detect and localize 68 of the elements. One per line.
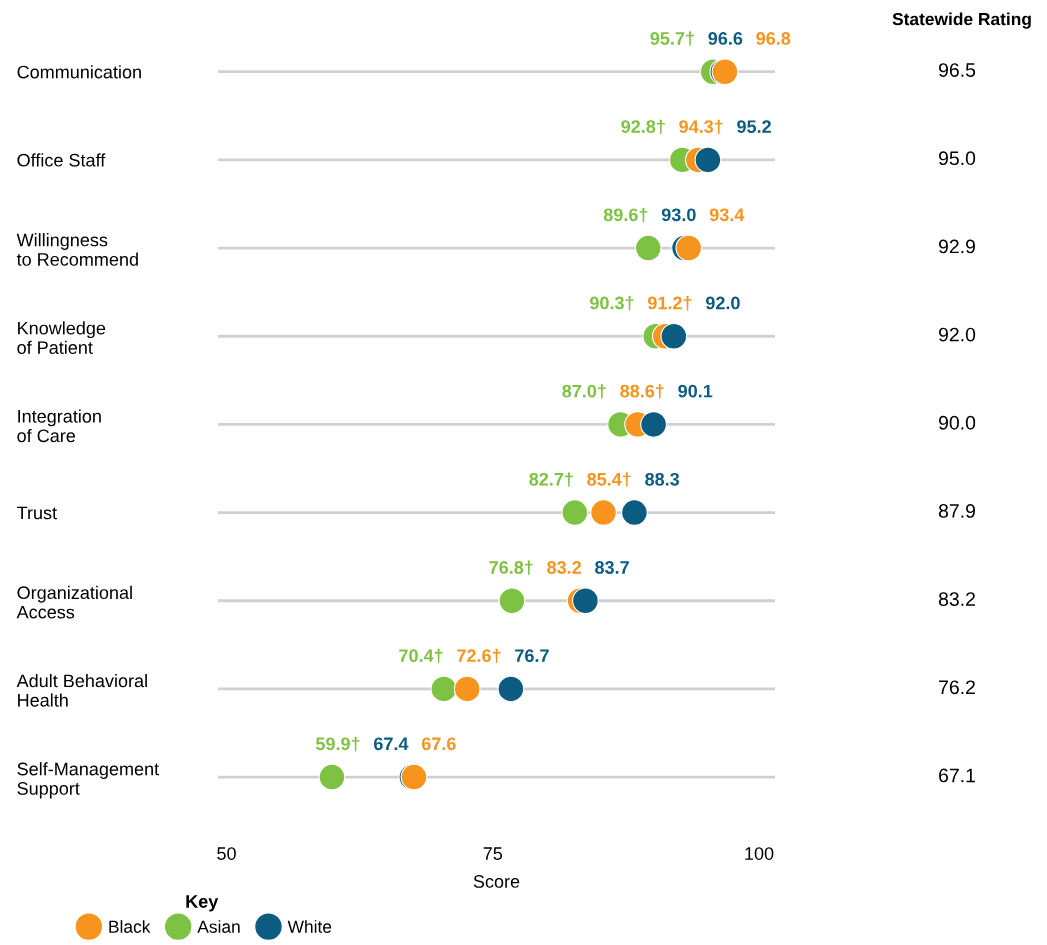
- data-label: 85.4†: [587, 472, 631, 487]
- data-label: 95.2: [737, 120, 771, 133]
- x-tick-label: 50: [217, 847, 236, 860]
- text: 92.9: [938, 239, 975, 254]
- y-tick-label: Integration of Care: [17, 409, 101, 443]
- legend-label: Black: [109, 920, 151, 933]
- data-label: 70.4†: [399, 648, 443, 664]
- data-label: 83.7: [595, 561, 629, 574]
- data-label: 95.7†: [650, 31, 694, 46]
- point: [318, 763, 346, 791]
- data-label: 96.8: [756, 32, 791, 45]
- data-label: 93.4: [709, 208, 745, 222]
- data-label: 59.9†: [315, 736, 360, 752]
- data-label: 94.3†: [679, 119, 723, 135]
- text: Statewide Rating: [892, 12, 1031, 29]
- data-label: 67.4: [374, 737, 409, 751]
- y-tick-label: Office Staff: [17, 153, 106, 167]
- point: [694, 146, 722, 174]
- data-label: 88.3: [645, 472, 680, 486]
- data-label: 88.6†: [620, 384, 664, 399]
- point: [590, 499, 617, 526]
- data-label: 82.7†: [529, 472, 573, 487]
- text: 96.5: [938, 63, 976, 77]
- point: [621, 499, 648, 526]
- x-axis-title: Score: [473, 875, 520, 888]
- text: 67.1: [939, 768, 975, 783]
- point: [660, 322, 688, 350]
- point: [572, 587, 599, 615]
- point: [453, 675, 481, 703]
- data-label: 76.8†: [489, 560, 533, 575]
- point: [640, 411, 667, 438]
- data-label: 76.7: [515, 649, 549, 663]
- y-tick-label: Adult Behavioral Health: [16, 673, 147, 707]
- data-label: 83.2: [547, 561, 582, 574]
- x-tick-label: 75: [483, 847, 503, 860]
- point: [675, 234, 703, 262]
- data-label: 89.6†: [603, 207, 648, 223]
- point: [497, 675, 525, 703]
- point: [634, 234, 662, 262]
- point: [498, 587, 526, 615]
- y-tick-label: Knowledge of Patient: [17, 321, 106, 354]
- data-label: 67.6: [421, 737, 456, 751]
- data-label: 91.2†: [647, 296, 692, 311]
- text: 87.9: [938, 504, 975, 518]
- data-label: 90.1: [678, 384, 713, 398]
- data-label: 90.3†: [590, 296, 634, 311]
- legend-label: Asian: [197, 920, 240, 933]
- data-label: 87.0†: [562, 384, 606, 399]
- legend-label: White: [287, 920, 332, 933]
- y-tick-label: Communication: [17, 65, 141, 79]
- y-tick-label: Organizational Access: [16, 585, 132, 619]
- y-tick-label: Self-Management Support: [17, 762, 159, 799]
- y-tick-label: Willingness to Recommend: [16, 233, 138, 266]
- text: 95.0: [938, 151, 976, 166]
- text: 92.0: [938, 327, 976, 342]
- point: [430, 675, 458, 703]
- data-label: 92.0: [705, 296, 740, 310]
- data-label: 93.0: [661, 208, 696, 222]
- legend-title: Key: [186, 895, 219, 912]
- point: [561, 499, 589, 526]
- data-label: 92.8†: [621, 119, 665, 135]
- text: 90.0: [938, 415, 976, 430]
- data-label: 72.6†: [457, 648, 501, 664]
- data-label: 96.6: [708, 32, 743, 45]
- y-tick-label: Trust: [17, 506, 57, 520]
- x-tick-label: 100: [745, 847, 774, 860]
- text: 83.2: [938, 592, 975, 606]
- text: 76.2: [939, 680, 975, 695]
